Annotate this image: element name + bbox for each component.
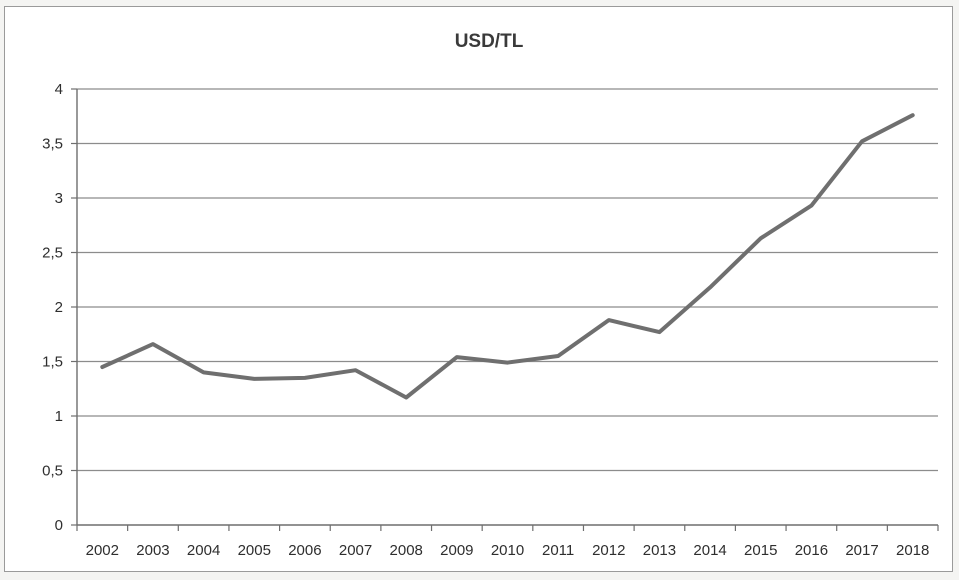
y-tick-label: 1	[55, 408, 63, 425]
x-tick-label: 2010	[491, 542, 524, 559]
x-tick-label: 2011	[542, 542, 574, 559]
y-tick-label: 0	[55, 517, 63, 534]
x-tick-label: 2014	[693, 542, 726, 559]
x-tick-label: 2013	[643, 542, 676, 559]
series-line	[100, 113, 915, 400]
chart-frame: USD/TL 0 0,5 1 1,5 2 2,5 3 3,5 4 2002 2003 2004 200…	[4, 6, 953, 572]
y-axis-ticks: 0 0,5 1 1,5 2 2,5 3 3,5 4	[42, 81, 77, 534]
chart-title: USD/TL	[455, 31, 524, 52]
x-tick-label: 2018	[896, 542, 929, 559]
y-tick-label: 0,5	[42, 463, 63, 480]
y-tick-label: 2,5	[42, 245, 63, 262]
y-tick-label: 4	[55, 81, 63, 98]
y-tick-label: 3	[55, 190, 63, 207]
x-tick-label: 2009	[440, 542, 473, 559]
x-tick-label: 2016	[795, 542, 828, 559]
x-tick-label: 2004	[187, 542, 220, 559]
x-axis-ticks: 2002 2003 2004 2005 2006 2007 2008 2009 2010 2011…	[76, 525, 939, 559]
x-tick-label: 2007	[339, 542, 372, 559]
gridlines	[77, 88, 938, 472]
x-tick-label: 2006	[288, 542, 321, 559]
x-tick-label: 2012	[592, 542, 625, 559]
x-tick-label: 2003	[136, 542, 169, 559]
y-tick-label: 1,5	[42, 354, 63, 371]
y-tick-label: 3,5	[42, 136, 63, 153]
x-tick-label: 2005	[238, 542, 271, 559]
x-tick-label: 2015	[744, 542, 777, 559]
x-tick-label: 2008	[390, 542, 423, 559]
x-tick-label: 2002	[86, 542, 119, 559]
line-chart: USD/TL 00,511,522,533,54 2002 2003 2004 200…	[42, 31, 939, 559]
x-tick-label: 2017	[845, 542, 878, 559]
series-group	[100, 113, 915, 400]
y-tick-label: 2	[55, 299, 63, 316]
